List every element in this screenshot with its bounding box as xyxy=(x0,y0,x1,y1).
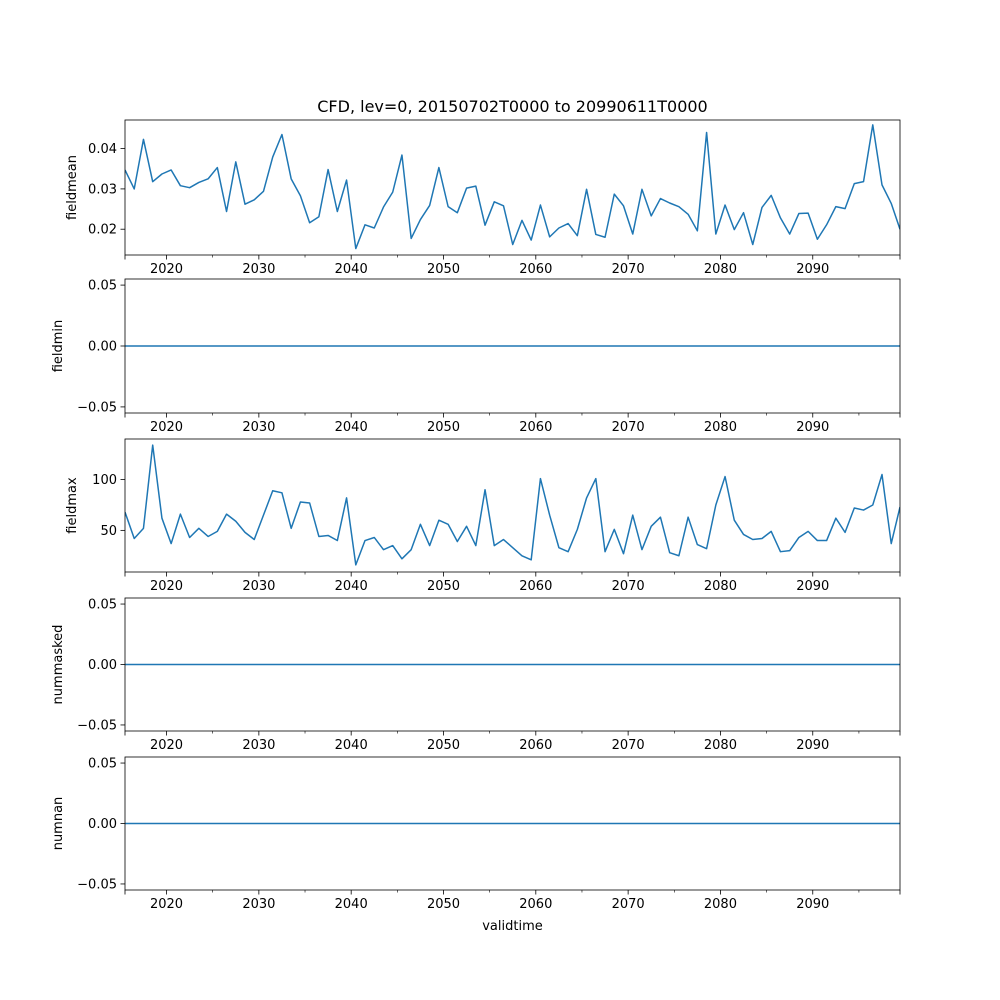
x-tick-label: 2080 xyxy=(704,420,737,435)
x-tick-label: 2060 xyxy=(519,579,552,594)
y-axis-label-fieldmean: fieldmean xyxy=(65,155,80,220)
y-tick-label: 0.04 xyxy=(88,142,117,157)
x-tick-label: 2020 xyxy=(150,262,183,277)
y-tick-label: 50 xyxy=(100,524,117,539)
x-tick-label: 2090 xyxy=(796,897,829,912)
y-axis-label-fieldmax: fieldmax xyxy=(65,477,80,534)
y-tick-label: 0.05 xyxy=(88,598,117,613)
x-tick-label: 2050 xyxy=(427,262,460,277)
axes-frame xyxy=(124,119,901,256)
x-tick-label: 2060 xyxy=(519,738,552,753)
x-tick-label: 2040 xyxy=(335,420,368,435)
y-tick-label: 0.05 xyxy=(88,757,117,772)
x-tick-label: 2090 xyxy=(796,738,829,753)
x-tick-label: 2020 xyxy=(150,579,183,594)
y-axis-label-numnan: numnan xyxy=(51,797,66,851)
x-tick-label: 2030 xyxy=(242,262,275,277)
x-tick-label: 2020 xyxy=(150,897,183,912)
x-tick-label: 2050 xyxy=(427,579,460,594)
y-tick-label: 0.00 xyxy=(88,658,117,673)
x-tick-label: 2050 xyxy=(427,420,460,435)
y-axis-label-nummasked: nummasked xyxy=(51,625,66,705)
y-tick-label: 100 xyxy=(92,473,117,488)
panel-numnan: 2020 2030 2040 2050 2060 2070 2080 2090 −0.05 0.0… xyxy=(51,757,901,912)
x-tick-label: 2090 xyxy=(796,420,829,435)
x-tick-label: 2080 xyxy=(704,897,737,912)
x-tick-label: 2070 xyxy=(612,579,645,594)
x-tick-label: 2020 xyxy=(150,738,183,753)
x-tick-label: 2070 xyxy=(612,897,645,912)
chart-title: CFD, lev=0, 20150702T0000 to 20990611T00… xyxy=(317,97,707,116)
y-axis-label-fieldmin: fieldmin xyxy=(51,320,66,373)
x-tick-label: 2050 xyxy=(427,897,460,912)
x-tick-label: 2060 xyxy=(519,262,552,277)
x-tick-label: 2090 xyxy=(796,579,829,594)
y-tick-label: 0.05 xyxy=(88,279,117,294)
x-tick-label: 2080 xyxy=(704,738,737,753)
y-tick-label: −0.05 xyxy=(77,718,117,733)
x-tick-label: 2060 xyxy=(519,420,552,435)
x-tick-label: 2040 xyxy=(335,738,368,753)
x-tick-label: 2080 xyxy=(704,262,737,277)
x-tick-label: 2030 xyxy=(242,897,275,912)
x-tick-label: 2030 xyxy=(242,738,275,753)
x-tick-label: 2060 xyxy=(519,897,552,912)
x-axis-label: validtime xyxy=(482,919,543,934)
y-tick-label: 0.02 xyxy=(88,223,117,238)
x-tick-label: 2030 xyxy=(242,420,275,435)
x-tick-label: 2040 xyxy=(335,897,368,912)
x-tick-label: 2040 xyxy=(335,262,368,277)
y-tick-label: −0.05 xyxy=(77,877,117,892)
panels: 2020 2030 2040 2050 2060 2070 2080 2090 0.02 0.03… xyxy=(51,119,901,912)
series-line-fieldmax xyxy=(125,444,900,566)
x-tick-label: 2070 xyxy=(612,420,645,435)
y-tick-label: 0.00 xyxy=(88,817,117,832)
x-tick-label: 2080 xyxy=(704,579,737,594)
x-tick-label: 2090 xyxy=(796,262,829,277)
panel-fieldmin: 2020 2030 2040 2050 2060 2070 2080 2090 −0.05 0.0… xyxy=(51,279,901,435)
panel-nummasked: 2020 2030 2040 2050 2060 2070 2080 2090 −0.05 0.0… xyxy=(51,598,901,753)
y-tick-label: 0.03 xyxy=(88,182,117,197)
axes-frame xyxy=(124,438,901,573)
y-tick-label: 0.00 xyxy=(88,340,117,355)
panel-fieldmean: 2020 2030 2040 2050 2060 2070 2080 2090 0.02 0.03… xyxy=(65,119,901,277)
panel-fieldmax: 2020 2030 2040 2050 2060 2070 2080 2090 50 100 fie… xyxy=(65,438,901,594)
x-tick-label: 2070 xyxy=(612,738,645,753)
x-tick-label: 2030 xyxy=(242,579,275,594)
y-tick-label: −0.05 xyxy=(77,400,117,415)
series-line-fieldmean xyxy=(125,124,900,250)
x-tick-label: 2050 xyxy=(427,738,460,753)
x-tick-label: 2040 xyxy=(335,579,368,594)
x-tick-label: 2020 xyxy=(150,420,183,435)
x-tick-label: 2070 xyxy=(612,262,645,277)
